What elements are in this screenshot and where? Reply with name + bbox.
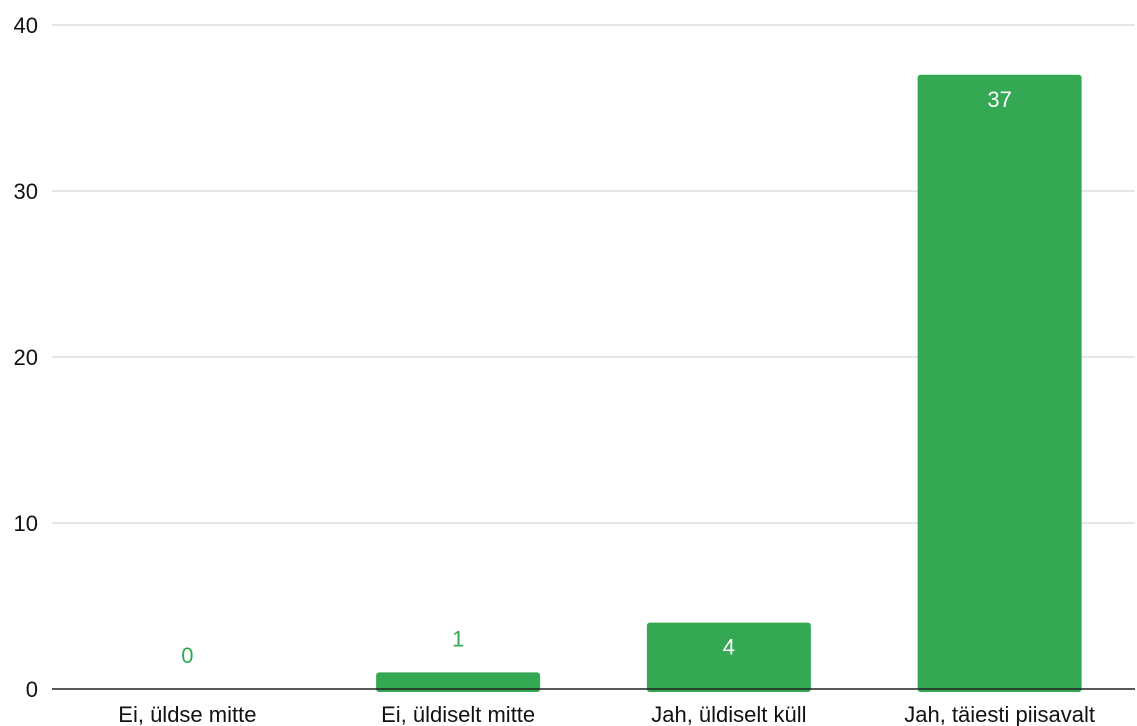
x-axis-category-labels: Ei, üldse mitte Ei, üldiselt mitte Jah, ül… xyxy=(118,702,1095,726)
y-tick-label: 10 xyxy=(14,511,38,536)
x-category-label: Ei, üldiselt mitte xyxy=(381,702,535,726)
y-axis-tick-labels: 0 10 20 30 40 xyxy=(14,13,38,702)
data-label: 4 xyxy=(723,635,735,660)
bar xyxy=(917,74,1082,693)
y-tick-label: 30 xyxy=(14,179,38,204)
data-label: 37 xyxy=(987,87,1011,112)
y-tick-label: 40 xyxy=(14,13,38,38)
data-labels: 0 1 4 37 xyxy=(181,87,1012,668)
x-category-label: Jah, täiesti piisavalt xyxy=(904,702,1095,726)
data-label: 0 xyxy=(181,643,193,668)
bar xyxy=(376,672,541,692)
y-tick-label: 20 xyxy=(14,345,38,370)
bars xyxy=(376,74,1082,693)
x-category-label: Ei, üldse mitte xyxy=(118,702,256,726)
data-label: 1 xyxy=(452,626,464,651)
y-tick-label: 0 xyxy=(26,677,38,702)
x-category-label: Jah, üldiselt küll xyxy=(651,702,806,726)
bar xyxy=(646,622,811,692)
